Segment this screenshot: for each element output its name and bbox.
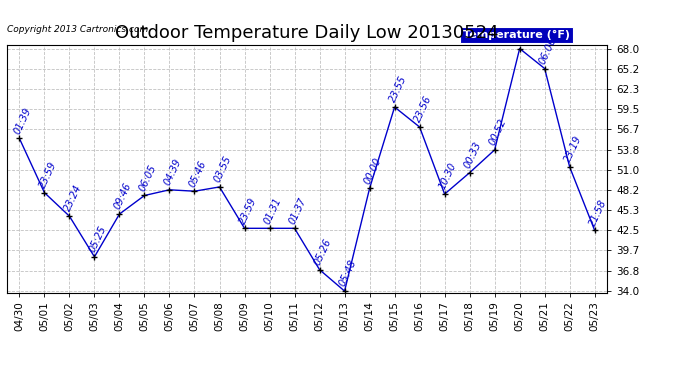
Text: Copyright 2013 Cartronics.com: Copyright 2013 Cartronics.com: [7, 25, 148, 34]
Text: 06:06: 06:06: [538, 36, 559, 66]
Text: 23:24: 23:24: [62, 183, 83, 213]
Text: 21:58: 21:58: [588, 198, 609, 228]
Text: 23:56: 23:56: [413, 94, 433, 124]
Text: 05:26: 05:26: [313, 237, 333, 267]
Text: 05:25: 05:25: [88, 224, 108, 254]
Text: 03:55: 03:55: [213, 154, 233, 184]
Text: 05:48: 05:48: [337, 258, 359, 288]
Text: 00:52: 00:52: [488, 117, 509, 147]
Text: 04:39: 04:39: [162, 157, 184, 187]
Text: 23:59: 23:59: [237, 196, 259, 225]
Text: 09:46: 09:46: [112, 182, 133, 211]
Text: 23:19: 23:19: [562, 134, 584, 164]
Text: Temperature (°F): Temperature (°F): [463, 30, 570, 40]
Text: 23:59: 23:59: [37, 160, 59, 190]
Text: 01:39: 01:39: [12, 106, 33, 136]
Text: 00:33: 00:33: [462, 140, 484, 170]
Text: 05:46: 05:46: [188, 159, 208, 188]
Text: 01:37: 01:37: [288, 196, 308, 225]
Text: 10:30: 10:30: [437, 161, 459, 191]
Title: Outdoor Temperature Daily Low 20130524: Outdoor Temperature Daily Low 20130524: [115, 24, 499, 42]
Text: 06:05: 06:05: [137, 163, 159, 193]
Text: 00:00: 00:00: [362, 156, 384, 186]
Text: 01:31: 01:31: [262, 196, 284, 225]
Text: 23:55: 23:55: [388, 74, 408, 104]
